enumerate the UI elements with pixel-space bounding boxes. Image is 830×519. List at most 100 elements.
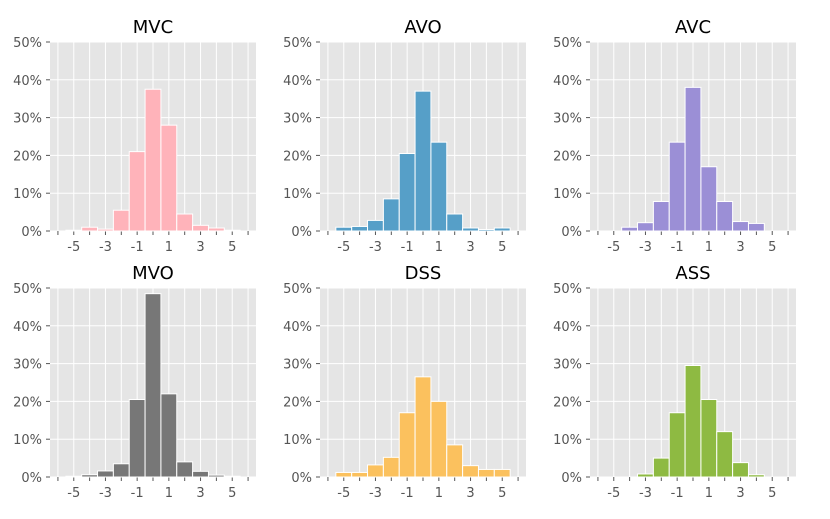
panel-avo: 0% 10% 20% 30% 40% 50% -5 -3 -1 1 3 5 AVO xyxy=(283,17,526,255)
histogram-bar xyxy=(160,124,178,232)
x-tick-label: 1 xyxy=(705,486,713,501)
histogram-bar xyxy=(335,471,353,478)
chart-title: MVC xyxy=(133,17,173,38)
y-tick-label: 0% xyxy=(561,225,582,240)
histogram-bar xyxy=(382,456,400,478)
histogram-bar xyxy=(335,226,353,232)
x-tick-label: -3 xyxy=(369,486,382,501)
x-tick-label: 5 xyxy=(768,240,776,255)
histogram-bar xyxy=(446,213,464,232)
y-tick-label: 50% xyxy=(283,36,312,51)
y-tick-label: 0% xyxy=(291,225,312,240)
y-tick-label: 20% xyxy=(13,149,42,164)
y-tick-label: 40% xyxy=(283,320,312,335)
histogram-bar xyxy=(207,474,225,478)
histogram-bar xyxy=(192,224,209,232)
x-tick-label: -5 xyxy=(607,240,620,255)
x-tick-label: -5 xyxy=(607,486,620,501)
panel-avc: 0% 10% 20% 30% 40% 50% -5 -3 -1 1 3 5 AVC xyxy=(553,17,796,255)
histogram-bar xyxy=(732,462,749,478)
histogram-bar xyxy=(128,151,146,232)
y-tick-label: 20% xyxy=(553,395,582,410)
histogram-bar xyxy=(732,221,749,232)
histogram-bar xyxy=(621,226,639,232)
x-tick-label: 3 xyxy=(736,486,744,501)
histogram-bar xyxy=(65,475,83,478)
histogram-bar xyxy=(414,90,432,232)
y-tick-label: 10% xyxy=(13,187,42,202)
x-tick-label: 1 xyxy=(435,486,443,501)
x-tick-label: -3 xyxy=(369,240,382,255)
y-tick-label: 10% xyxy=(553,187,582,202)
y-tick-label: 30% xyxy=(283,358,312,373)
x-tick-label: 5 xyxy=(228,240,236,255)
histogram-bar xyxy=(637,222,654,232)
y-tick-label: 40% xyxy=(283,74,312,89)
histogram-bar xyxy=(493,468,511,478)
histogram-bar xyxy=(668,412,686,478)
y-tick-label: 30% xyxy=(553,112,582,127)
y-tick-label: 10% xyxy=(13,433,42,448)
chart-title: DSS xyxy=(405,263,442,284)
histogram-bar xyxy=(637,473,654,478)
x-tick-label: 5 xyxy=(768,486,776,501)
chart-title: MVO xyxy=(132,263,174,284)
x-tick-label: 1 xyxy=(165,240,173,255)
histogram-bar xyxy=(160,393,178,478)
histogram-bar xyxy=(462,465,479,478)
x-tick-label: -5 xyxy=(337,240,350,255)
y-tick-label: 30% xyxy=(553,358,582,373)
histogram-bar xyxy=(462,227,479,232)
histogram-bar xyxy=(446,444,464,478)
x-tick-label: 3 xyxy=(466,486,474,501)
histogram-bar xyxy=(128,399,146,478)
panel-dss: 0% 10% 20% 30% 40% 50% -5 -3 -1 1 3 5 DSS xyxy=(283,263,526,501)
y-tick-label: 20% xyxy=(283,149,312,164)
histogram-bar xyxy=(192,470,209,478)
y-tick-label: 0% xyxy=(21,471,42,486)
histogram-bar xyxy=(716,431,734,478)
histogram-bar xyxy=(367,219,384,232)
histogram-bar xyxy=(668,141,686,232)
y-tick-label: 20% xyxy=(283,395,312,410)
x-tick-label: 5 xyxy=(498,486,506,501)
x-tick-label: -5 xyxy=(67,486,80,501)
x-tick-label: 1 xyxy=(165,486,173,501)
x-tick-label: -5 xyxy=(337,486,350,501)
histogram-bar xyxy=(398,412,416,478)
histogram-bar xyxy=(382,198,400,232)
x-tick-label: -5 xyxy=(67,240,80,255)
histogram-bar xyxy=(97,470,114,478)
x-tick-label: 3 xyxy=(196,240,204,255)
chart-title: ASS xyxy=(675,263,710,284)
x-tick-label: 1 xyxy=(435,240,443,255)
x-tick-label: -1 xyxy=(401,240,414,255)
y-tick-label: 0% xyxy=(21,225,42,240)
histogram-bar xyxy=(65,229,83,232)
histogram-bar xyxy=(223,475,241,478)
histogram-bar xyxy=(207,227,225,232)
x-tick-label: -1 xyxy=(131,486,144,501)
histogram-bar xyxy=(112,463,130,478)
y-tick-label: 0% xyxy=(561,471,582,486)
x-tick-label: -1 xyxy=(671,486,684,501)
histogram-bar xyxy=(176,461,194,478)
histogram-bar xyxy=(700,166,718,232)
x-tick-label: -1 xyxy=(401,486,414,501)
y-tick-label: 40% xyxy=(553,320,582,335)
histogram-bar xyxy=(112,209,130,232)
histogram-bar xyxy=(144,88,162,232)
y-tick-label: 30% xyxy=(13,358,42,373)
histogram-bar xyxy=(652,201,670,232)
y-tick-label: 20% xyxy=(553,149,582,164)
histogram-bar xyxy=(747,222,765,232)
x-tick-label: -3 xyxy=(639,240,652,255)
x-tick-label: -1 xyxy=(131,240,144,255)
histogram-bar xyxy=(81,226,99,232)
y-tick-label: 50% xyxy=(553,36,582,51)
y-tick-label: 0% xyxy=(291,471,312,486)
histogram-bar xyxy=(716,201,734,232)
y-tick-label: 30% xyxy=(283,112,312,127)
histogram-bar xyxy=(81,474,99,478)
